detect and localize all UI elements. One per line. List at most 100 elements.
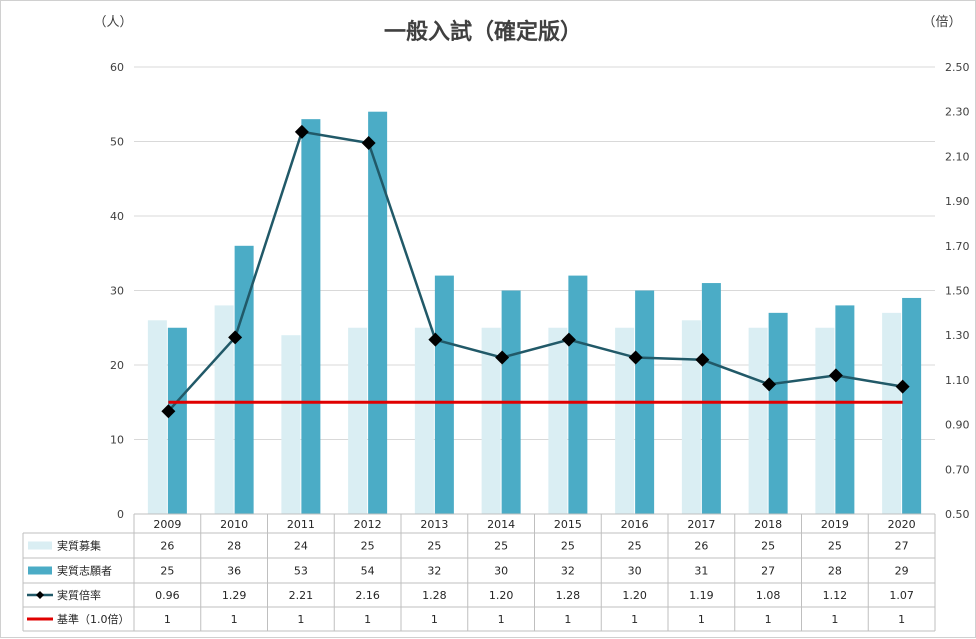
data-label: 31 bbox=[694, 565, 708, 578]
data-label: 53 bbox=[294, 565, 308, 578]
bar-series bbox=[147, 111, 922, 515]
bar-0-1 bbox=[214, 305, 234, 514]
bar-0-2 bbox=[281, 335, 301, 514]
y2-tick-label: 0.50 bbox=[945, 508, 970, 521]
bar-1-3 bbox=[368, 111, 388, 514]
data-label: 1.28 bbox=[556, 589, 581, 602]
x-tick-label: 2020 bbox=[888, 518, 916, 531]
data-label: 1 bbox=[564, 613, 571, 626]
rate-marker-4 bbox=[428, 332, 443, 347]
y2-tick-label: 2.10 bbox=[945, 150, 970, 163]
rate-marker-1 bbox=[228, 330, 243, 345]
data-label: 1 bbox=[765, 613, 772, 626]
data-label: 30 bbox=[628, 565, 642, 578]
data-label: 25 bbox=[160, 565, 174, 578]
rate-marker-7 bbox=[628, 350, 643, 365]
y2-tick-label: 0.70 bbox=[945, 463, 970, 476]
data-label: 1.20 bbox=[622, 589, 647, 602]
legend-label-3: 基準（1.0倍） bbox=[57, 612, 130, 626]
rate-marker-6 bbox=[561, 332, 576, 347]
y2-tick-label: 1.90 bbox=[945, 195, 970, 208]
data-label: 1.07 bbox=[889, 589, 914, 602]
data-label: 25 bbox=[494, 540, 508, 553]
data-label: 27 bbox=[761, 565, 775, 578]
legend-key-1 bbox=[28, 566, 52, 575]
line-series bbox=[161, 124, 910, 419]
data-label: 0.96 bbox=[155, 589, 180, 602]
bar-0-7 bbox=[615, 327, 635, 514]
data-label: 1 bbox=[297, 613, 304, 626]
rate-marker-10 bbox=[828, 368, 843, 383]
data-label: 1 bbox=[164, 613, 171, 626]
x-tick-label: 2014 bbox=[487, 518, 515, 531]
x-tick-label: 2009 bbox=[153, 518, 181, 531]
x-tick-label: 2017 bbox=[687, 518, 715, 531]
data-label: 1.28 bbox=[422, 589, 447, 602]
data-label: 28 bbox=[828, 565, 842, 578]
y2-tick-label: 2.30 bbox=[945, 106, 970, 119]
y2-tick-label: 1.30 bbox=[945, 329, 970, 342]
data-label: 27 bbox=[895, 540, 909, 553]
legend-label-0: 実質募集 bbox=[57, 539, 101, 553]
bar-1-11 bbox=[902, 297, 922, 514]
legend-marker-2 bbox=[36, 591, 44, 599]
legend-key-0 bbox=[28, 541, 52, 550]
x-tick-label: 2012 bbox=[354, 518, 382, 531]
right-axis-unit: （倍） bbox=[922, 15, 961, 30]
rate-line bbox=[167, 130, 903, 413]
x-tick-label: 2010 bbox=[220, 518, 248, 531]
data-label: 25 bbox=[628, 540, 642, 553]
y-tick-label: 10 bbox=[110, 434, 124, 447]
bar-0-9 bbox=[748, 327, 768, 514]
bar-0-10 bbox=[815, 327, 835, 514]
right-axis-ticks: 0.50 0.70 0.90 1.10 1.30 1.50 1.70 1.90 2.10 2.30… bbox=[945, 61, 970, 521]
bar-1-4 bbox=[434, 275, 454, 514]
bar-0-0 bbox=[147, 320, 167, 514]
bar-1-8 bbox=[701, 283, 721, 514]
x-tick-label: 2011 bbox=[287, 518, 315, 531]
data-label: 1.20 bbox=[489, 589, 514, 602]
data-label: 30 bbox=[494, 565, 508, 578]
rate-marker-3 bbox=[361, 135, 376, 150]
data-label: 1 bbox=[431, 613, 438, 626]
x-tick-label: 2016 bbox=[621, 518, 649, 531]
data-label: 1 bbox=[364, 613, 371, 626]
data-label: 25 bbox=[828, 540, 842, 553]
y2-tick-label: 1.50 bbox=[945, 285, 970, 298]
bar-0-3 bbox=[348, 327, 368, 514]
rate-marker-2 bbox=[294, 124, 309, 139]
y-tick-label: 20 bbox=[110, 359, 124, 372]
data-label: 29 bbox=[895, 565, 909, 578]
bar-1-6 bbox=[568, 275, 588, 514]
data-label: 26 bbox=[694, 540, 708, 553]
data-label: 28 bbox=[227, 540, 241, 553]
left-axis-unit: （人） bbox=[93, 15, 132, 30]
data-label: 26 bbox=[160, 540, 174, 553]
bar-0-6 bbox=[548, 327, 568, 514]
legend-label-1: 実質志願者 bbox=[57, 564, 112, 578]
y2-tick-label: 2.50 bbox=[945, 61, 970, 74]
data-label: 1.08 bbox=[756, 589, 781, 602]
data-label: 25 bbox=[361, 540, 375, 553]
bar-0-11 bbox=[882, 312, 902, 514]
bar-1-10 bbox=[835, 305, 855, 514]
x-tick-label: 2018 bbox=[754, 518, 782, 531]
data-label: 1 bbox=[631, 613, 638, 626]
y-tick-label: 40 bbox=[110, 210, 124, 223]
bar-1-9 bbox=[768, 312, 788, 514]
x-tick-label: 2013 bbox=[420, 518, 448, 531]
y2-tick-label: 1.70 bbox=[945, 240, 970, 253]
rate-marker-11 bbox=[895, 379, 910, 394]
legend-label-2: 実質倍率 bbox=[57, 588, 101, 602]
y-tick-label: 0 bbox=[117, 508, 124, 521]
y2-tick-label: 0.90 bbox=[945, 419, 970, 432]
data-label: 2.16 bbox=[355, 589, 380, 602]
rate-marker-8 bbox=[695, 352, 710, 367]
y-tick-label: 50 bbox=[110, 136, 124, 149]
data-label: 25 bbox=[761, 540, 775, 553]
data-label: 2.21 bbox=[289, 589, 314, 602]
rate-marker-0 bbox=[161, 404, 176, 419]
data-table: 2009 2010 2011 2012 2013 2014 2015 2016 2017 2018… bbox=[22, 513, 936, 632]
data-label: 54 bbox=[361, 565, 375, 578]
